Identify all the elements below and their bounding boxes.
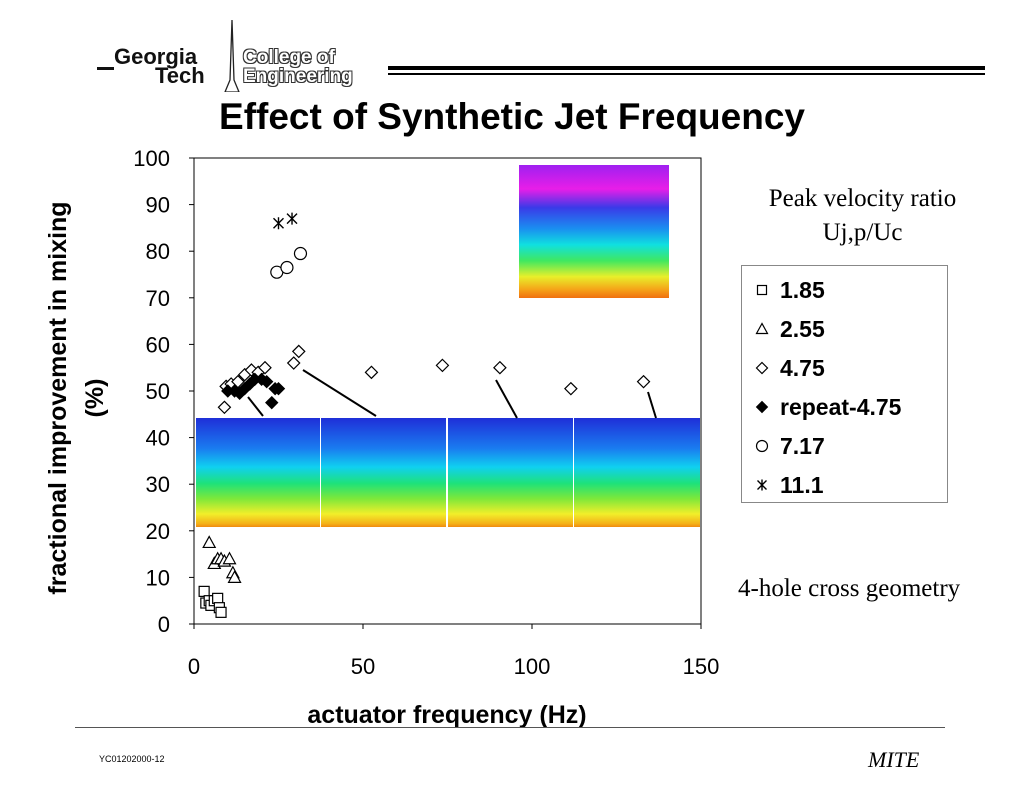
legend-item: 2.55 — [752, 313, 825, 345]
data-point — [271, 381, 286, 396]
legend-label: 7.17 — [780, 432, 825, 459]
data-point — [212, 592, 224, 604]
flow-image-1 — [196, 418, 320, 527]
y-tick-label: 60 — [146, 332, 170, 357]
legend-marker-icon — [755, 322, 769, 335]
data-point — [364, 365, 379, 380]
logo-college-text: College of — [243, 47, 335, 68]
y-axis-ticks: 0 10 20 30 40 50 60 70 80 90 100 — [133, 146, 194, 637]
y-axis-title-line1: fractional improvement in mixing — [44, 201, 72, 594]
legend-label: 11.1 — [780, 471, 824, 498]
flow-inset-image — [519, 165, 669, 298]
logo-engineering-text: Engineering — [243, 66, 353, 87]
flow-visualization-strip — [196, 418, 700, 527]
pointer-line-3 — [495, 379, 518, 419]
data-point — [198, 585, 210, 597]
y-tick-label: 90 — [146, 193, 170, 218]
legend-label: 1.85 — [780, 276, 825, 303]
legend-label: 2.55 — [780, 315, 825, 342]
data-point — [215, 606, 227, 618]
header-rule-thick — [388, 66, 985, 70]
x-tick-label: 100 — [514, 654, 551, 679]
data-point — [493, 360, 507, 375]
series-7.17 — [270, 246, 308, 279]
pointer-line-4 — [647, 391, 657, 419]
legend-item: repeat-4.75 — [752, 391, 901, 423]
y-tick-label: 50 — [146, 379, 170, 404]
logo-georgia-text: Georgia — [114, 44, 198, 69]
x-axis-title: actuator frequency (Hz) — [307, 701, 586, 729]
data-point — [227, 570, 242, 584]
x-tick-label: 150 — [683, 654, 720, 679]
mite-brand: MITE — [868, 747, 920, 772]
y-tick-label: 10 — [146, 565, 170, 590]
legend-item: 4.75 — [752, 352, 825, 384]
footer-rule — [75, 727, 945, 728]
geometry-annotation: 4-hole cross geometry — [738, 575, 961, 602]
logo-spire-icon — [224, 20, 240, 92]
data-point — [291, 344, 306, 359]
series-2.55 — [202, 535, 242, 584]
pointer-line-2 — [302, 369, 377, 417]
data-point — [286, 212, 298, 225]
x-axis-ticks: 0 50 100 150 — [188, 624, 719, 679]
data-point — [202, 535, 217, 549]
data-point — [273, 217, 284, 230]
data-point — [293, 246, 308, 261]
slide-title: Effect of Synthetic Jet Frequency — [219, 96, 805, 137]
data-point — [280, 260, 294, 275]
data-point — [259, 374, 274, 389]
slide-code: YC01202000-12 — [99, 754, 165, 764]
legend-heading-line1: Peak velocity ratio — [768, 185, 957, 212]
data-point — [258, 360, 272, 375]
data-point — [265, 395, 279, 410]
y-tick-label: 40 — [146, 426, 170, 451]
data-points — [198, 212, 651, 618]
series-11.1 — [273, 212, 298, 230]
legend-marker-icon — [757, 479, 767, 491]
data-point — [564, 381, 578, 396]
legend-heading: Peak velocity ratio Uj,p/Uc — [735, 182, 990, 250]
legend-item: 1.85 — [752, 274, 825, 306]
y-tick-label: 30 — [146, 472, 170, 497]
legend-heading-line2: Uj,p/Uc — [822, 219, 903, 246]
y-axis-title-line2: (%) — [81, 379, 109, 418]
x-tick-label: 50 — [351, 654, 375, 679]
legend-marker-icon — [756, 284, 768, 296]
x-tick-label: 0 — [188, 654, 200, 679]
legend-label: repeat-4.75 — [780, 393, 902, 420]
pointer-line-1 — [247, 396, 264, 417]
legend-item: 7.17 — [752, 430, 825, 462]
y-tick-label: 0 — [158, 612, 170, 637]
legend-marker-icon — [755, 400, 769, 414]
y-tick-label: 70 — [146, 286, 170, 311]
flow-image-2 — [321, 418, 446, 527]
series-repeat-4.75 — [221, 372, 286, 410]
legend-item: 11.1 — [752, 469, 824, 501]
logo-bar-left — [97, 67, 114, 70]
data-point — [636, 374, 651, 389]
y-tick-label: 80 — [146, 239, 170, 264]
data-point — [435, 358, 450, 373]
flow-image-4 — [574, 418, 700, 527]
chart-legend: 1.85 2.55 4.75 repeat-4.75 7.17 11.1 — [741, 265, 948, 503]
y-tick-label: 100 — [133, 146, 170, 171]
data-point — [222, 551, 237, 565]
series-1.85 — [198, 585, 227, 618]
legend-marker-icon — [755, 361, 769, 375]
legend-label: 4.75 — [780, 354, 825, 381]
logo-tech-text: Tech — [155, 63, 205, 88]
data-point — [286, 356, 301, 370]
header-rule-thin — [388, 73, 985, 75]
y-tick-label: 20 — [146, 519, 170, 544]
legend-marker-icon — [755, 439, 769, 453]
flow-image-3 — [448, 418, 573, 527]
data-point — [217, 400, 232, 415]
